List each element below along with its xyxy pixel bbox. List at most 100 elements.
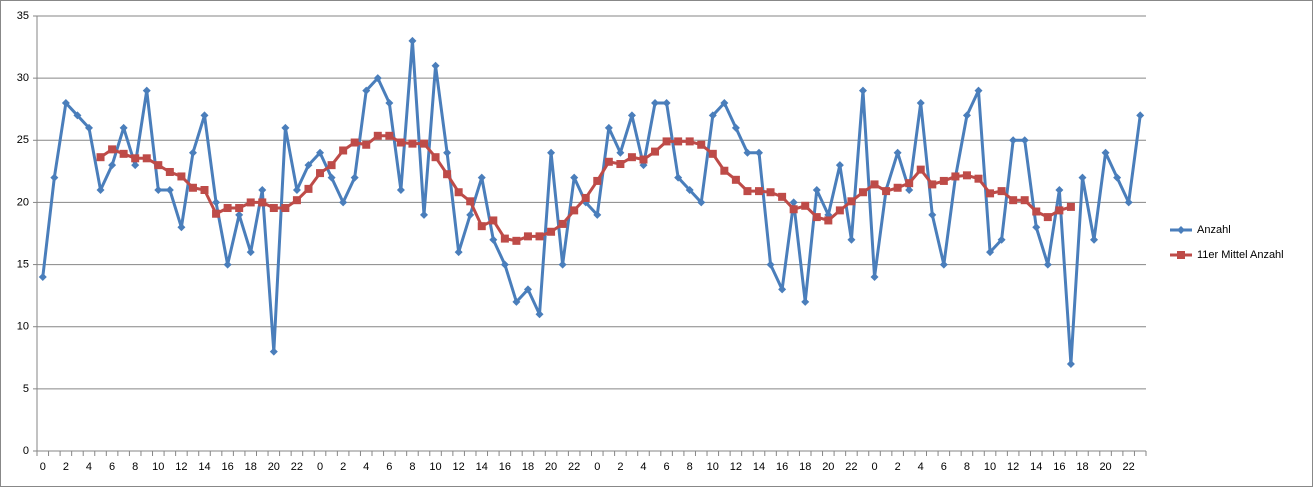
point-marker xyxy=(500,260,509,269)
point-marker xyxy=(316,169,325,178)
x-tick-label: 0 xyxy=(40,461,46,473)
point-marker xyxy=(177,223,186,232)
point-marker xyxy=(789,205,798,214)
point-marker xyxy=(1078,173,1087,182)
x-tick-label: 18 xyxy=(1076,461,1088,473)
point-marker xyxy=(697,140,706,149)
x-tick-label: 12 xyxy=(1007,461,1019,473)
point-marker xyxy=(1032,207,1041,216)
point-marker xyxy=(316,148,325,157)
point-marker xyxy=(1043,213,1052,222)
point-marker xyxy=(431,61,440,70)
y-tick-label: 20 xyxy=(17,196,29,208)
point-marker xyxy=(523,232,532,241)
legend-label: Anzahl xyxy=(1197,224,1231,236)
point-marker xyxy=(408,36,417,45)
point-marker xyxy=(154,161,163,170)
point-marker xyxy=(893,148,902,157)
point-marker xyxy=(1066,202,1075,211)
point-marker xyxy=(801,201,810,210)
point-marker xyxy=(292,196,301,205)
point-marker xyxy=(824,216,833,225)
point-marker xyxy=(604,157,613,166)
point-marker xyxy=(743,187,752,196)
x-tick-label: 14 xyxy=(1030,461,1042,473)
x-tick-label: 2 xyxy=(617,461,623,473)
point-marker xyxy=(870,273,879,281)
point-marker xyxy=(697,198,706,207)
point-marker xyxy=(269,204,278,213)
point-marker xyxy=(154,186,163,194)
point-marker xyxy=(131,161,140,170)
point-marker xyxy=(362,86,371,95)
point-marker xyxy=(627,111,636,120)
point-marker xyxy=(431,153,440,162)
x-tick-label: 18 xyxy=(799,461,811,473)
point-marker xyxy=(96,186,105,194)
point-marker xyxy=(373,131,382,140)
point-marker xyxy=(627,153,636,162)
point-marker xyxy=(350,173,359,182)
point-marker xyxy=(1136,111,1145,120)
point-marker xyxy=(246,198,255,207)
point-marker xyxy=(997,235,1006,244)
point-marker xyxy=(593,176,602,185)
point-marker xyxy=(419,139,428,148)
point-marker xyxy=(547,148,556,157)
point-marker xyxy=(720,166,729,175)
point-marker xyxy=(396,186,405,194)
legend-marker xyxy=(1177,226,1185,234)
point-marker xyxy=(396,138,405,147)
point-marker xyxy=(1020,196,1029,205)
point-marker xyxy=(651,147,660,156)
point-marker xyxy=(177,172,186,181)
point-marker xyxy=(327,173,336,182)
point-marker xyxy=(269,347,278,356)
point-marker xyxy=(939,176,948,185)
point-marker xyxy=(1009,196,1018,205)
point-marker xyxy=(858,188,867,197)
point-marker xyxy=(847,235,856,244)
x-tick-label: 20 xyxy=(1099,461,1111,473)
point-marker xyxy=(142,154,151,163)
point-marker xyxy=(1043,260,1052,269)
x-tick-label: 16 xyxy=(499,461,511,473)
x-tick-label: 8 xyxy=(409,461,415,473)
y-tick-label: 0 xyxy=(23,445,29,457)
point-marker xyxy=(986,248,995,257)
point-marker xyxy=(443,170,452,179)
legend-marker xyxy=(1177,251,1185,259)
point-marker xyxy=(685,186,694,194)
point-marker xyxy=(801,297,810,306)
point-marker xyxy=(142,86,151,95)
x-tick-label: 2 xyxy=(63,461,69,473)
point-marker xyxy=(165,186,174,194)
point-marker xyxy=(281,204,290,213)
y-tick-label: 10 xyxy=(17,321,29,333)
point-marker xyxy=(570,173,579,182)
x-tick-label: 2 xyxy=(340,461,346,473)
x-tick-label: 8 xyxy=(964,461,970,473)
point-marker xyxy=(443,148,452,157)
x-tick-label: 22 xyxy=(568,461,580,473)
point-marker xyxy=(835,161,844,170)
point-marker xyxy=(327,161,336,170)
x-tick-label: 20 xyxy=(545,461,557,473)
point-marker xyxy=(616,148,625,157)
point-marker xyxy=(974,86,983,95)
point-marker xyxy=(731,123,740,132)
point-marker xyxy=(454,248,463,257)
point-marker xyxy=(235,210,244,219)
point-marker xyxy=(962,111,971,120)
point-marker xyxy=(477,173,486,182)
point-marker xyxy=(662,99,671,107)
x-tick-label: 6 xyxy=(109,461,115,473)
point-marker xyxy=(119,149,128,158)
point-marker xyxy=(500,234,509,243)
point-marker xyxy=(408,139,417,148)
point-marker xyxy=(674,137,683,146)
point-marker xyxy=(535,310,544,319)
point-marker xyxy=(1055,186,1064,194)
